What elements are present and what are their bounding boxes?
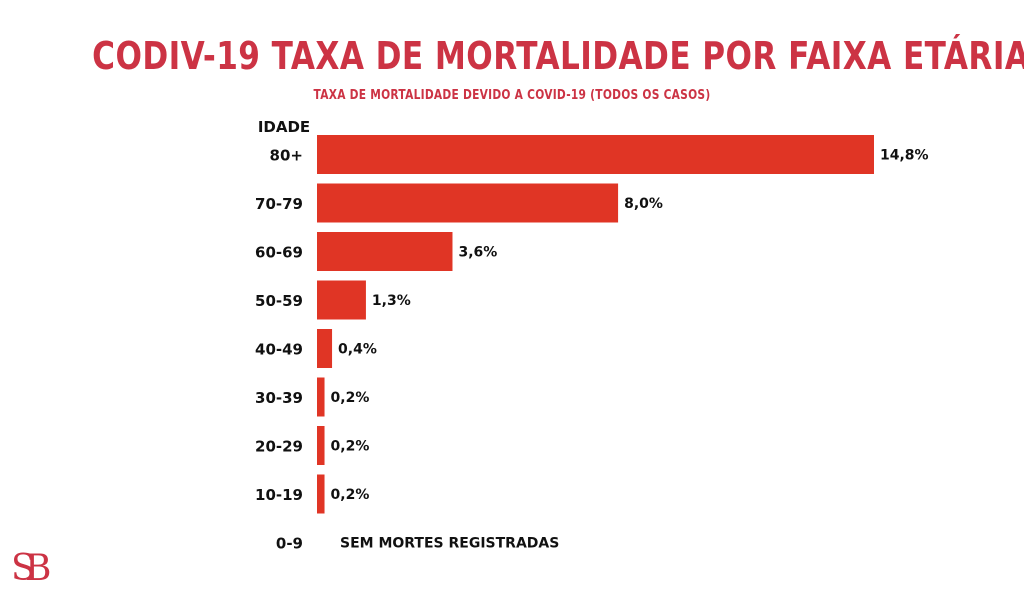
category-label: 10-19 <box>255 486 303 504</box>
value-label: 0,2% <box>331 439 370 455</box>
category-label: 20-29 <box>255 438 303 456</box>
value-label: 14,8% <box>880 148 929 164</box>
category-label: 70-79 <box>255 195 303 213</box>
category-label: 50-59 <box>255 292 303 310</box>
value-label: 0,4% <box>338 342 377 358</box>
value-label: 8,0% <box>624 196 663 212</box>
bar <box>317 426 325 465</box>
bar <box>317 474 325 514</box>
svg-text:S: S <box>11 548 36 588</box>
category-label: 30-39 <box>255 389 303 407</box>
value-label: 3,6% <box>458 245 497 261</box>
value-label: 0,2% <box>331 390 370 406</box>
chart-subtitle: TAXA DE MORTALIDADE DEVIDO A COVID-19 (T… <box>313 88 711 103</box>
category-label: 0-9 <box>276 535 303 553</box>
bar <box>317 377 325 417</box>
value-label: 0,2% <box>331 487 370 503</box>
category-label: 80+ <box>270 147 303 165</box>
y-axis-label: IDADE <box>258 118 310 136</box>
value-label: 1,3% <box>372 293 411 309</box>
bar <box>317 183 619 223</box>
no-data-note: SEM MORTES REGISTRADAS <box>340 536 559 552</box>
category-label: 60-69 <box>255 244 303 262</box>
bar <box>317 232 453 271</box>
bar <box>317 280 366 320</box>
bar <box>317 135 874 174</box>
bar <box>317 329 333 368</box>
svg-text:B: B <box>25 548 51 588</box>
category-label: 40-49 <box>255 341 303 359</box>
sb-monogram-icon: S B <box>11 548 51 588</box>
chart-title: CODIV-19 TAXA DE MORTALIDADE POR FAIXA E… <box>92 34 1024 78</box>
bars-group: 80+ 14,8% 70-79 8,0% 60-69 3,6% 50-59 1,3% 40-49… <box>255 135 929 553</box>
